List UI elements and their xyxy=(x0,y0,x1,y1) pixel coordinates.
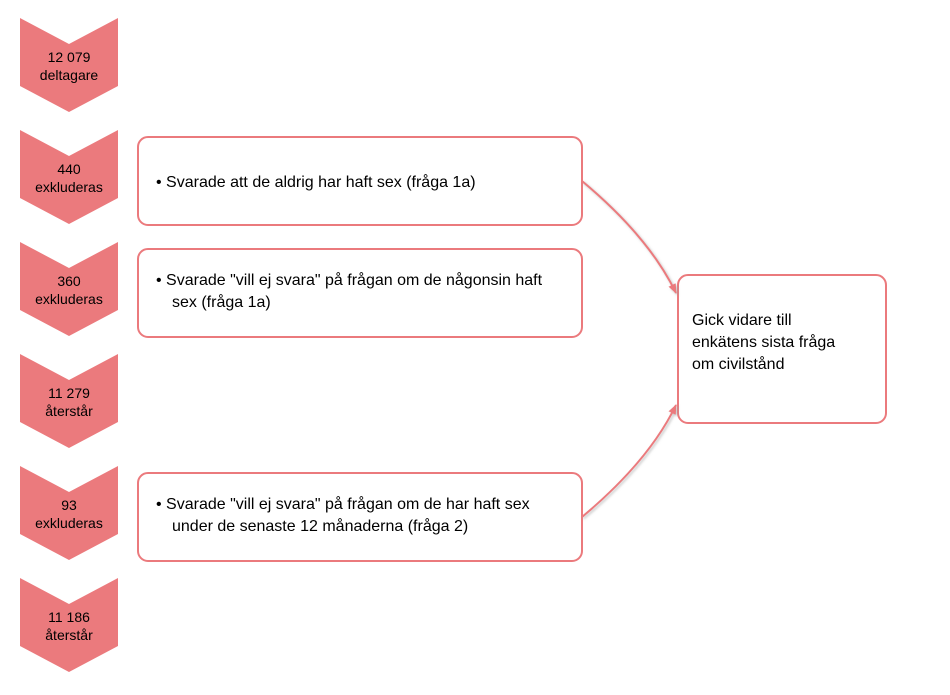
chevron-step: 93exkluderas xyxy=(20,466,118,560)
chevron-step: 440exkluderas xyxy=(20,130,118,224)
exclusion-box-text: • Svarade att de aldrig har haft sex (fr… xyxy=(156,173,476,191)
chevron-step: 360exkluderas xyxy=(20,242,118,336)
arrow xyxy=(582,181,676,293)
exclusion-box: • Svarade "vill ej svara" på frågan om d… xyxy=(138,473,582,561)
chevron-step: 11 279återstår xyxy=(20,354,118,448)
chevron-step: 11 186återstår xyxy=(20,578,118,672)
dest-box: Gick vidare tillenkätens sista frågaom c… xyxy=(678,275,886,423)
chevron-step: 12 079deltagare xyxy=(20,18,118,112)
exclusion-box: • Svarade att de aldrig har haft sex (fr… xyxy=(138,137,582,225)
exclusion-box: • Svarade "vill ej svara" på frågan om d… xyxy=(138,249,582,337)
arrow xyxy=(582,405,676,517)
